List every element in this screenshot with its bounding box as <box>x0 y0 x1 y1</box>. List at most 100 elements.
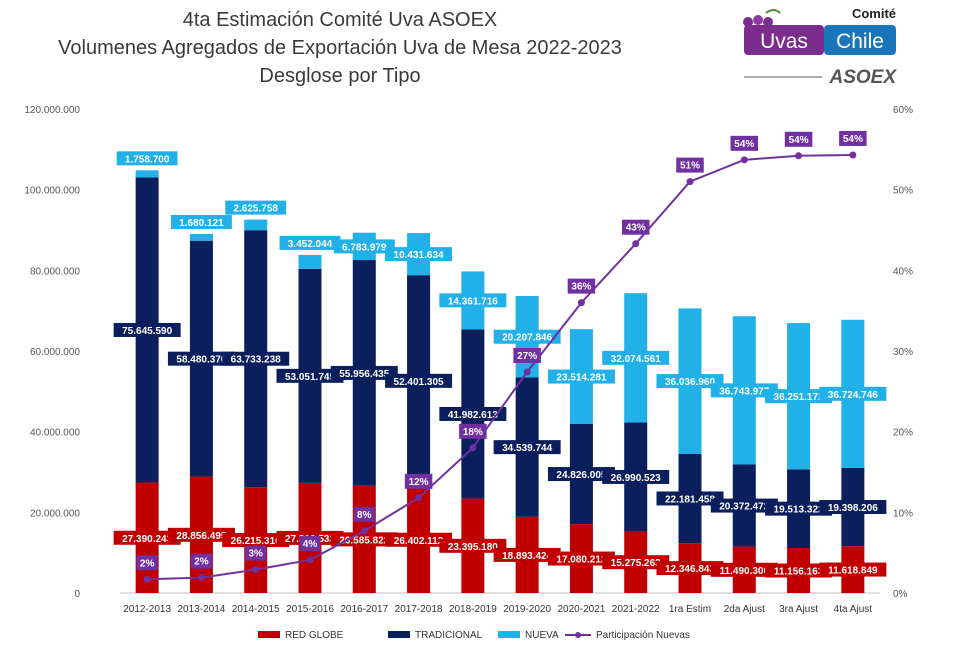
bar-value-label: 55.956.435 <box>339 369 389 380</box>
bar-value-label: 19.513.322 <box>774 505 824 516</box>
bar-value-label-box <box>439 293 507 308</box>
bar-value-label-box <box>547 551 615 566</box>
bar-value-label: 19.398.206 <box>828 503 878 514</box>
y-right-tick-label: 50% <box>893 186 913 197</box>
y-axis-left: 0 20.000.000 40.000.000 60.000.000 80.000.00… <box>24 105 80 600</box>
bar-value-label-box <box>279 235 341 250</box>
x-tick-label: 3ra Ajust <box>779 604 818 615</box>
bar-value-label-box <box>439 406 507 421</box>
bar-value-label: 23.395.180 <box>448 542 498 553</box>
bar-value-label: 28.856.495 <box>176 531 226 542</box>
bar-segment <box>298 254 322 269</box>
logo-uvas-text: Uvas <box>760 30 808 53</box>
bar-value-label-box <box>547 369 615 384</box>
participacion-label-box <box>621 219 650 235</box>
bar-value-label-box <box>493 440 561 455</box>
bar-value-label: 20.207.846 <box>502 333 552 344</box>
bar-value-label-box <box>765 563 833 578</box>
bar-value-label-box <box>170 214 232 229</box>
bar-value-label: 17.080.212 <box>556 555 606 566</box>
participacion-point <box>849 151 857 159</box>
bar-value-label-box <box>656 374 724 389</box>
bar-value-label: 58.480.376 <box>176 355 226 366</box>
x-tick-label: 2da Ajust <box>724 604 765 615</box>
bar-value-label-box <box>167 527 235 542</box>
x-tick-label: 2016-2017 <box>340 604 388 615</box>
participacion-label-box <box>459 423 487 439</box>
bar-value-label: 2.625.758 <box>233 204 278 215</box>
stacked-bars <box>135 170 865 593</box>
participacion-label: 18% <box>463 427 483 438</box>
x-tick-label: 2014-2015 <box>232 604 280 615</box>
participacion-point <box>143 575 151 583</box>
participacion-label-box <box>190 553 212 569</box>
bar-value-label: 27.390.243 <box>122 534 172 545</box>
participacion-label-box <box>567 278 596 294</box>
participacion-point <box>252 566 260 574</box>
bar-value-label: 34.539.744 <box>502 443 552 454</box>
participacion-label-box <box>730 135 759 151</box>
participacion-label: 43% <box>626 223 646 234</box>
bar-value-label: 12.346.843 <box>665 564 715 575</box>
bar-value-label: 32.074.561 <box>611 354 661 365</box>
x-axis-labels: 2012-2013 2013-2014 2014-2015 2015-2016 2016… <box>123 604 872 615</box>
y-left-tick-label: 80.000.000 <box>30 266 80 277</box>
participacion-label: 8% <box>357 510 372 521</box>
x-tick-label: 2013-2014 <box>178 604 226 615</box>
bar-value-label-box <box>493 329 561 344</box>
bar-value-label-box <box>385 373 453 388</box>
bar-value-label-box <box>330 532 398 547</box>
bar-value-label: 26.402.112 <box>394 536 444 547</box>
y-left-tick-label: 100.000.000 <box>24 186 80 197</box>
y-right-tick-label: 30% <box>893 347 913 358</box>
x-tick-label: 2021-2022 <box>612 604 660 615</box>
participacion-line: 2% 2% 3% 4% 8% 12% 18% 27% 36% 43% 51% 54% 54% 54% <box>136 130 867 583</box>
participacion-label: 12% <box>409 477 429 488</box>
bar-value-label: 26.585.822 <box>339 535 389 546</box>
logo-asoex-text: ASOEX <box>828 67 897 88</box>
bar-segment <box>189 233 213 241</box>
y-left-tick-label: 120.000.000 <box>24 105 80 116</box>
legend-label: TRADICIONAL <box>415 630 483 641</box>
bar-value-label-box <box>765 501 833 516</box>
bar-segment <box>135 170 159 178</box>
bar-value-label: 15.275.263 <box>611 558 661 569</box>
bar-value-label: 75.645.590 <box>122 326 172 337</box>
y-right-tick-label: 40% <box>893 266 913 277</box>
bar-value-label: 1.680.121 <box>179 218 224 229</box>
participacion-label-box <box>676 157 704 173</box>
bar-value-label-box <box>547 467 615 482</box>
bar-value-label: 18.893.424 <box>502 551 552 562</box>
bar-value-label-box <box>602 555 670 570</box>
participacion-label-box <box>136 555 158 571</box>
y-left-tick-label: 20.000.000 <box>30 508 80 519</box>
bar-value-label-box <box>819 500 887 515</box>
legend-label: NUEVA <box>525 630 559 641</box>
logo-comite-text: Comité <box>852 6 896 21</box>
participacion-label: 2% <box>140 558 155 569</box>
x-tick-label: 2012-2013 <box>123 604 171 615</box>
participacion-label-box <box>784 131 813 147</box>
bar-value-label: 6.783.979 <box>342 242 387 253</box>
participacion-label: 2% <box>194 557 209 568</box>
bar-value-label: 36.724.746 <box>828 390 878 401</box>
bar-value-label: 1.758.700 <box>125 154 170 165</box>
x-tick-label: 2015-2016 <box>286 604 334 615</box>
y-right-tick-label: 20% <box>893 428 913 439</box>
bar-value-label-box <box>819 562 887 577</box>
participacion-point <box>686 178 694 186</box>
participacion-label-box <box>839 130 867 146</box>
bar-value-label-box <box>493 547 561 562</box>
bar-value-label: 14.361.716 <box>448 296 498 307</box>
participacion-point <box>523 368 531 376</box>
participacion-label: 27% <box>517 351 537 362</box>
bar-value-label-box <box>710 562 778 577</box>
bar-value-label-box <box>167 351 235 366</box>
bar-value-label: 53.051.745 <box>285 372 335 383</box>
y-right-tick-label: 10% <box>893 508 913 519</box>
bar-value-label-box <box>710 383 778 398</box>
participacion-point <box>795 152 803 160</box>
x-tick-label: 1ra Estim <box>669 604 711 615</box>
participacion-point <box>306 556 314 564</box>
x-tick-label: 2020-2021 <box>558 604 606 615</box>
